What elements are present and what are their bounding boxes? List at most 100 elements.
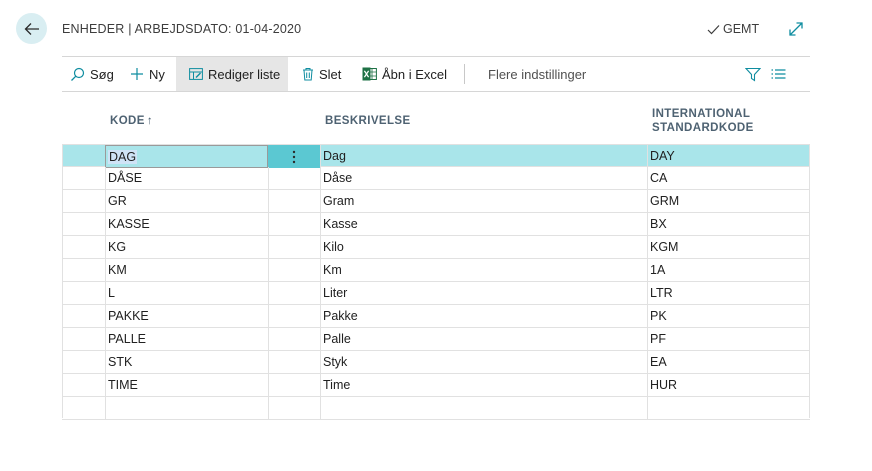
column-divider xyxy=(647,236,648,258)
column-divider xyxy=(268,259,269,281)
column-header-international-code[interactable]: INTERNATIONAL STANDARDKODE xyxy=(652,98,754,144)
expand-button[interactable] xyxy=(787,20,805,38)
international-code-cell[interactable]: 1A xyxy=(650,263,666,277)
code-cell[interactable]: TIME xyxy=(108,378,138,392)
column-divider xyxy=(647,305,648,327)
table-row[interactable]: PALLE Palle PF xyxy=(62,328,810,351)
description-cell[interactable]: Liter xyxy=(323,286,348,300)
description-cell[interactable]: Kasse xyxy=(323,217,358,231)
code-cell[interactable]: L xyxy=(108,286,115,300)
column-intl-line1: INTERNATIONAL xyxy=(652,108,751,120)
description-cell[interactable]: Styk xyxy=(323,355,348,369)
back-button[interactable] xyxy=(16,13,47,44)
saved-label: GEMT xyxy=(723,22,760,36)
international-code-cell[interactable]: PK xyxy=(650,309,667,323)
code-cell[interactable]: STK xyxy=(108,355,133,369)
column-intl-line2: STANDARDKODE xyxy=(652,122,754,134)
table-row[interactable]: TIME Time HUR xyxy=(62,374,810,397)
grid-right-border xyxy=(809,144,810,418)
code-cell[interactable]: KM xyxy=(108,263,127,277)
delete-label: Slet xyxy=(319,66,342,82)
column-divider xyxy=(320,190,321,212)
description-cell[interactable]: Pakke xyxy=(323,309,358,323)
international-code-cell[interactable]: LTR xyxy=(650,286,673,300)
table-row[interactable]: L Liter LTR xyxy=(62,282,810,305)
search-button[interactable]: Søg xyxy=(70,57,114,91)
new-label: Ny xyxy=(149,66,165,82)
code-edit-field[interactable]: DAG xyxy=(105,145,268,168)
grid-left-border xyxy=(62,144,63,418)
table-row[interactable]: PAKKE Pakke PK xyxy=(62,305,810,328)
column-divider xyxy=(268,374,269,396)
code-cell[interactable]: PALLE xyxy=(108,332,146,346)
table-row[interactable]: STK Styk EA xyxy=(62,351,810,374)
description-cell[interactable]: Km xyxy=(323,263,342,277)
column-header-code[interactable]: KODE ↑ xyxy=(110,98,153,144)
description-cell[interactable]: Gram xyxy=(323,194,355,208)
divider-top xyxy=(62,56,810,57)
search-icon xyxy=(71,67,85,81)
column-divider xyxy=(320,259,321,281)
filter-button[interactable] xyxy=(745,57,761,91)
trash-icon xyxy=(303,68,313,81)
column-divider xyxy=(105,167,106,189)
checkmark-icon xyxy=(707,24,720,34)
international-code-cell[interactable]: PF xyxy=(650,332,666,346)
open-in-excel-button[interactable]: Åbn i Excel xyxy=(362,57,447,91)
grid-header: KODE ↑ BESKRIVELSE INTERNATIONAL STANDAR… xyxy=(62,98,810,144)
code-cell[interactable]: GR xyxy=(108,194,127,208)
column-divider xyxy=(105,328,106,350)
international-code-cell[interactable]: GRM xyxy=(650,194,680,208)
description-cell[interactable]: Palle xyxy=(323,332,351,346)
column-divider xyxy=(105,259,106,281)
list-icon xyxy=(771,69,786,79)
list-view-button[interactable] xyxy=(771,57,786,91)
table-row[interactable]: DÅSE Dåse CA xyxy=(62,167,810,190)
international-code-cell[interactable]: CA xyxy=(650,171,668,185)
code-cell[interactable]: DÅSE xyxy=(108,171,143,185)
column-divider xyxy=(647,145,648,167)
column-divider xyxy=(105,282,106,304)
description-cell[interactable]: Dag xyxy=(323,149,346,163)
international-code-cell[interactable]: BX xyxy=(650,217,667,231)
column-header-description[interactable]: BESKRIVELSE xyxy=(325,115,411,127)
international-code-cell[interactable]: EA xyxy=(650,355,667,369)
column-divider xyxy=(320,282,321,304)
column-divider xyxy=(647,259,648,281)
international-code-cell[interactable]: KGM xyxy=(650,240,679,254)
edit-list-label: Rediger liste xyxy=(208,66,281,82)
row-actions-button[interactable] xyxy=(268,145,320,168)
column-code-label: KODE xyxy=(110,115,145,127)
table-row[interactable]: KG Kilo KGM xyxy=(62,236,810,259)
description-cell[interactable]: Time xyxy=(323,378,351,392)
code-cell[interactable]: PAKKE xyxy=(108,309,149,323)
column-divider xyxy=(320,236,321,258)
table-row-empty[interactable] xyxy=(62,397,810,420)
saved-status: GEMT xyxy=(707,22,759,36)
action-bar: Søg Ny Rediger liste Slet Åbn i Excel Fl… xyxy=(62,57,810,91)
units-grid: KODE ↑ BESKRIVELSE INTERNATIONAL STANDAR… xyxy=(62,98,810,420)
international-code-cell[interactable]: DAY xyxy=(650,149,675,163)
column-divider xyxy=(320,351,321,373)
grid-body: DAG Dag DAY DÅSE Dåse CA GR Gram GRM KASSE Kasse BX… xyxy=(62,144,810,420)
code-cell[interactable]: KG xyxy=(108,240,127,254)
edit-list-button[interactable]: Rediger liste xyxy=(176,57,288,91)
table-row[interactable]: DAG Dag DAY xyxy=(62,144,810,168)
more-options-button[interactable]: Flere indstillinger xyxy=(488,66,587,82)
description-cell[interactable]: Kilo xyxy=(323,240,344,254)
table-row[interactable]: KM Km 1A xyxy=(62,259,810,282)
column-divider xyxy=(105,236,106,258)
delete-button[interactable]: Slet xyxy=(302,57,341,91)
column-divider xyxy=(647,328,648,350)
table-row[interactable]: GR Gram GRM xyxy=(62,190,810,213)
column-divider xyxy=(268,213,269,235)
new-button[interactable]: Ny xyxy=(130,57,165,91)
code-cell[interactable]: KASSE xyxy=(108,217,150,231)
international-code-cell[interactable]: HUR xyxy=(650,378,678,392)
expand-icon xyxy=(789,22,803,36)
table-row[interactable]: KASSE Kasse BX xyxy=(62,213,810,236)
column-divider xyxy=(647,167,648,189)
description-cell[interactable]: Dåse xyxy=(323,171,353,185)
column-divider xyxy=(268,236,269,258)
divider-toolbar xyxy=(62,91,810,92)
